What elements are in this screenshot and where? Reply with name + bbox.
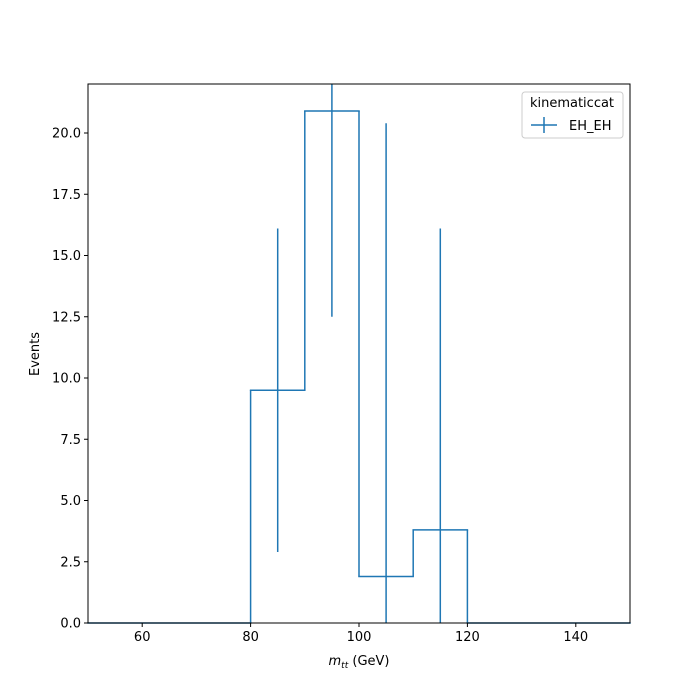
y-tick-label: 15.0 — [52, 249, 81, 264]
y-axis-ticks: 0.0 2.5 5.0 7.5 10.0 12.5 15.0 17.5 20.0 — [52, 127, 88, 632]
y-tick-label: 5.0 — [60, 494, 81, 509]
y-tick-label: 17.5 — [52, 188, 81, 203]
y-tick-label: 10.0 — [52, 372, 81, 387]
legend-title: kinematiccat — [530, 96, 614, 111]
x-tick-label: 120 — [455, 630, 480, 645]
legend-entry-label: EH_EH — [569, 119, 611, 134]
legend-box — [521, 91, 624, 139]
y-tick-label: 7.5 — [60, 433, 81, 448]
x-axis-title: mtt (GeV) — [329, 654, 390, 671]
legend: kinematiccat EH_EH — [521, 91, 624, 139]
x-tick-label: 140 — [563, 630, 588, 645]
x-axis-ticks: 60 80 100 120 140 — [134, 623, 588, 645]
x-tick-label: 60 — [134, 630, 151, 645]
y-tick-label: 12.5 — [52, 310, 81, 325]
y-tick-label: 20.0 — [52, 127, 81, 142]
y-tick-label: 2.5 — [60, 555, 81, 570]
x-tick-label: 100 — [347, 630, 372, 645]
x-tick-label: 80 — [242, 630, 259, 645]
error-bars — [276, 84, 442, 623]
histogram-steps — [87, 110, 631, 624]
y-tick-label: 0.0 — [60, 617, 81, 632]
y-axis-title: Events — [28, 332, 43, 376]
